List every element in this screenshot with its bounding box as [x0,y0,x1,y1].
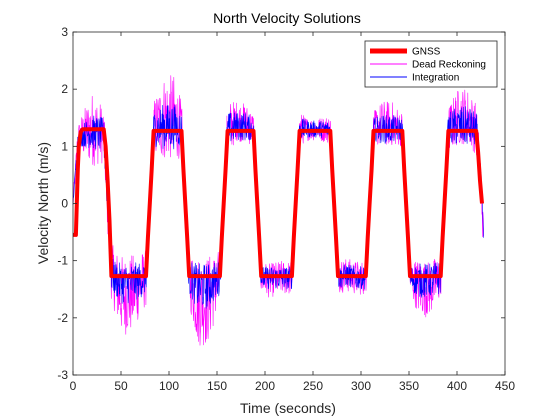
series-line-gnss [72,127,484,279]
series-line-dead-reckoning [72,75,484,346]
y-tick-label: 1 [61,139,68,153]
x-tick-label: 50 [114,379,128,393]
y-tick-label: -2 [57,311,68,325]
y-axis-title: Velocity North (m/s) [35,142,51,264]
x-tick-label: 150 [207,379,227,393]
x-tick-label: 350 [399,379,419,393]
y-tick-label: -3 [57,368,68,382]
x-tick-label: 300 [351,379,371,393]
legend-label-integration: Integration [412,73,459,84]
y-tick-label: -1 [57,254,68,268]
x-tick-label: 400 [447,379,467,393]
x-tick-label: 100 [159,379,179,393]
legend: GNSS Dead Reckoning Integration [364,40,498,88]
y-tick-label: 0 [61,197,68,211]
x-tick-label: 0 [70,379,77,393]
series-line-integration [72,105,484,309]
x-axis-title: Time (seconds) [240,400,336,416]
x-tick-label: 250 [303,379,323,393]
axes-layer: 0 50 100 150 200 250 300 350 400 450 -3 -2 -1 0 1 2 3 [57,25,515,393]
series-layer [72,75,484,346]
x-tick-label: 450 [495,379,515,393]
chart-title: North Velocity Solutions [213,10,361,26]
y-tick-label: 3 [61,25,68,39]
x-tick-label: 200 [255,379,275,393]
legend-label-dead-reckoning: Dead Reckoning [412,60,486,71]
y-tick-label: 2 [61,82,68,96]
legend-label-gnss: GNSS [412,47,441,58]
